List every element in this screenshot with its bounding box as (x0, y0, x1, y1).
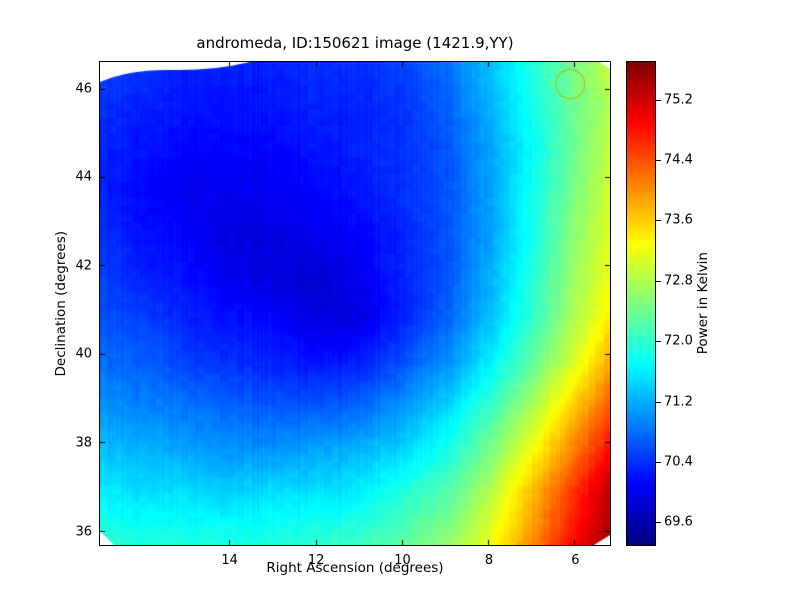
colorbar-tick-label: 72.0 (664, 333, 693, 349)
colorbar-tick-label: 69.6 (664, 514, 693, 530)
y-axis-label-text: Declination (degrees) (53, 230, 69, 377)
y-tick-label: 36 (75, 524, 92, 540)
colorbar-tick-mark (656, 522, 661, 524)
colorbar-gradient (626, 61, 656, 546)
y-tick-label: 46 (75, 81, 92, 97)
y-tick-label: 38 (75, 435, 92, 451)
y-tick-label: 40 (75, 346, 92, 362)
y-axis-label: Declination (degrees) (52, 62, 70, 545)
x-axis-label: Right Ascension (degrees) (266, 560, 444, 576)
colorbar-tick-mark (656, 401, 661, 403)
colorbar-tick-mark (656, 461, 661, 463)
y-tick-label: 44 (75, 169, 92, 185)
colorbar-tick-label: 75.2 (664, 92, 693, 108)
colorbar-tick-label: 72.8 (664, 273, 693, 289)
x-tick-label: 6 (571, 553, 580, 568)
colorbar-tick-label: 74.4 (664, 152, 693, 168)
colorbar-label-text: Power in Kelvin (695, 252, 711, 355)
y-tick-label: 42 (75, 258, 92, 274)
colorbar-tick-mark (656, 280, 661, 282)
colorbar-tick-mark (656, 220, 661, 222)
colorbar-tick-mark (656, 160, 661, 162)
colorbar-tick-mark (656, 341, 661, 343)
x-tick-label: 10 (394, 553, 411, 568)
colorbar-tick-label: 73.6 (664, 212, 693, 228)
colorbar-tick-label: 71.2 (664, 394, 693, 410)
x-tick-label: 12 (307, 553, 325, 568)
colorbar-label: Power in Kelvin (694, 62, 712, 545)
x-tick-label: 14 (221, 553, 238, 568)
x-tick-label: 8 (484, 553, 494, 568)
figure-title: andromeda, ID:150621 image (1421.9,YY) (196, 34, 514, 52)
heatmap-image (99, 61, 611, 546)
colorbar-tick-label: 70.4 (664, 454, 693, 470)
colorbar-tick-mark (656, 99, 661, 101)
